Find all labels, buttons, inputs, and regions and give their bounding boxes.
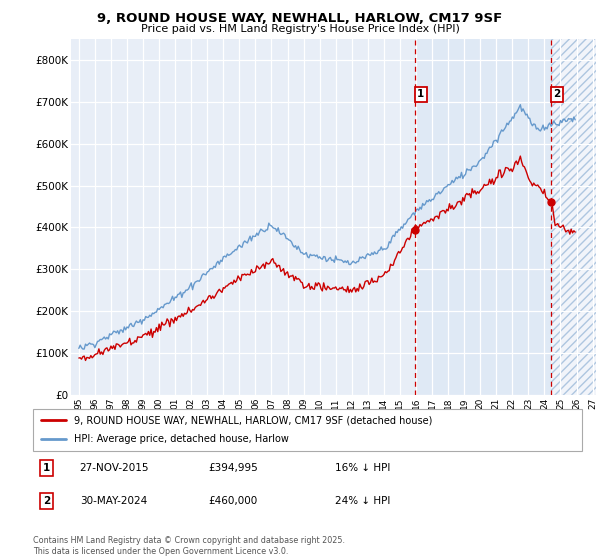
Text: £394,995: £394,995 bbox=[209, 463, 259, 473]
Text: 1: 1 bbox=[43, 463, 50, 473]
Text: 9, ROUND HOUSE WAY, NEWHALL, HARLOW, CM17 9SF (detached house): 9, ROUND HOUSE WAY, NEWHALL, HARLOW, CM1… bbox=[74, 415, 433, 425]
Bar bbox=[551, 39, 600, 395]
Text: 2: 2 bbox=[43, 496, 50, 506]
Text: 27-NOV-2015: 27-NOV-2015 bbox=[80, 463, 149, 473]
Text: 1: 1 bbox=[417, 89, 424, 99]
Text: 24% ↓ HPI: 24% ↓ HPI bbox=[335, 496, 391, 506]
Text: £460,000: £460,000 bbox=[209, 496, 258, 506]
Text: 30-MAY-2024: 30-MAY-2024 bbox=[80, 496, 147, 506]
FancyBboxPatch shape bbox=[33, 409, 582, 451]
Text: Contains HM Land Registry data © Crown copyright and database right 2025.
This d: Contains HM Land Registry data © Crown c… bbox=[33, 536, 345, 556]
Text: Price paid vs. HM Land Registry's House Price Index (HPI): Price paid vs. HM Land Registry's House … bbox=[140, 24, 460, 34]
Bar bbox=[551, 39, 600, 395]
Bar bbox=[415, 39, 551, 395]
Text: HPI: Average price, detached house, Harlow: HPI: Average price, detached house, Harl… bbox=[74, 435, 289, 445]
Text: 16% ↓ HPI: 16% ↓ HPI bbox=[335, 463, 391, 473]
Text: 9, ROUND HOUSE WAY, NEWHALL, HARLOW, CM17 9SF: 9, ROUND HOUSE WAY, NEWHALL, HARLOW, CM1… bbox=[97, 12, 503, 25]
Text: 2: 2 bbox=[554, 89, 561, 99]
